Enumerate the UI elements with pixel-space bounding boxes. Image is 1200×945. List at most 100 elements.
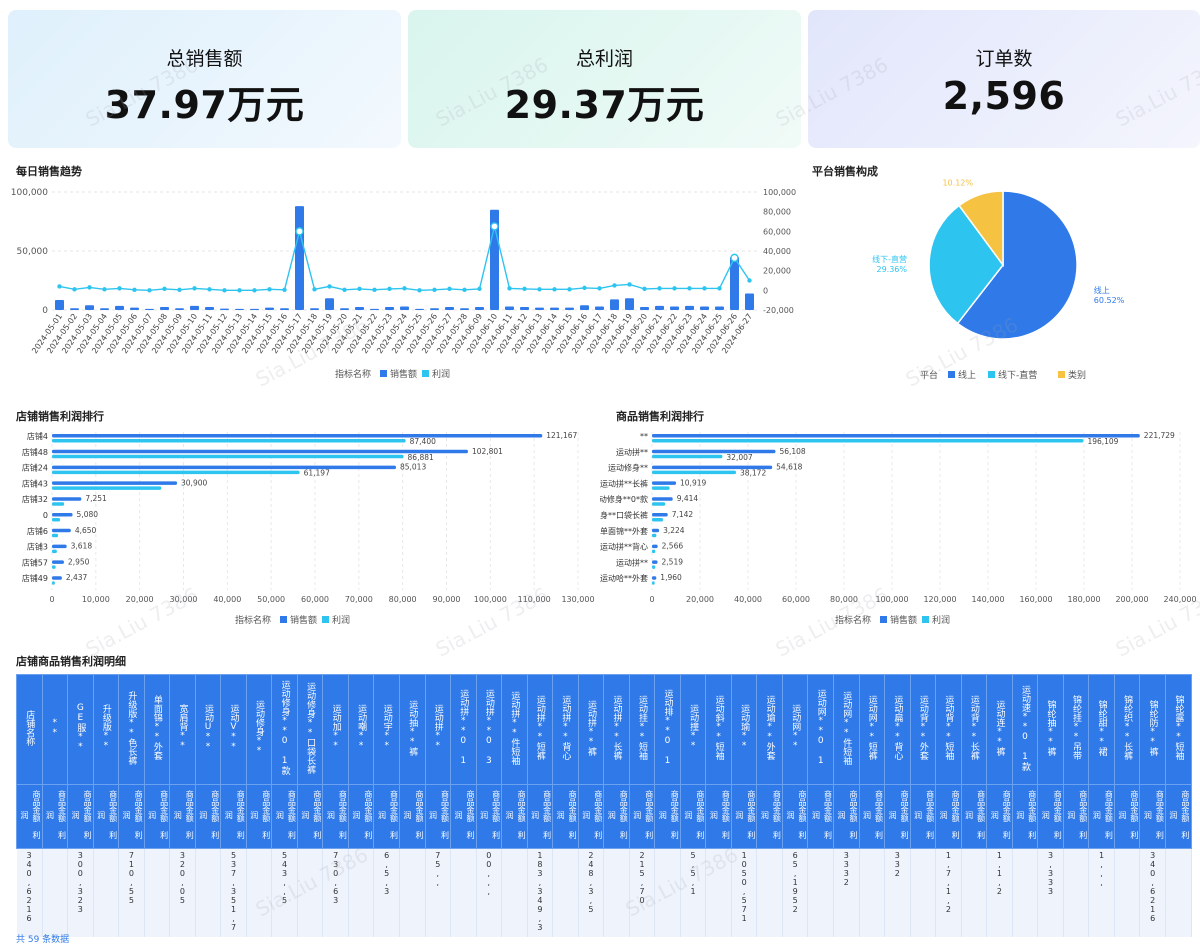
table-cell: 332: [884, 848, 911, 937]
column-header[interactable]: 运动斜**短袖: [705, 674, 732, 785]
column-header[interactable]: 运动嘲**: [347, 674, 375, 785]
subheader-label: 商品金额 利润: [1015, 790, 1037, 839]
column-header[interactable]: 运动加**: [322, 674, 349, 785]
y-tick-label: **: [640, 432, 648, 441]
column-header[interactable]: 运动拼**0 3: [475, 674, 503, 785]
column-header-label: 运动拼**0 1: [458, 689, 469, 766]
legend-swatch: [988, 371, 995, 378]
x-tick-label: 240,000: [1163, 595, 1196, 604]
column-subheader: 商品金额 利润: [143, 784, 171, 849]
legend-label-sales: 销售额: [390, 368, 417, 380]
subheader-label: 商品金额 利润: [939, 790, 961, 839]
column-header-label: 运动嘲**: [356, 704, 367, 751]
column-header[interactable]: 运动连**裤: [986, 674, 1013, 785]
sales-bar: [652, 576, 657, 580]
column-header[interactable]: 运动拼**背心: [552, 674, 579, 785]
profit-point: [672, 286, 677, 291]
column-header[interactable]: 运动瑜**外套: [756, 674, 783, 785]
subheader-label: 商品金额 利润: [964, 790, 986, 839]
legend-title: 指标名称: [835, 614, 871, 626]
sales-bar: [640, 307, 649, 310]
column-header[interactable]: 运动拼**: [424, 674, 452, 785]
column-header[interactable]: 运动背**短袖: [935, 674, 962, 785]
column-header[interactable]: 运动挂**短袖: [628, 674, 656, 785]
column-header[interactable]: 运动修身**口袋长裤: [296, 674, 324, 785]
column-subheader: 商品金额 利润: [935, 784, 962, 849]
column-header[interactable]: 运动背**长裤: [960, 674, 988, 785]
kpi-label: 总利润: [575, 48, 633, 70]
sales-bar: [670, 306, 679, 310]
column-header[interactable]: 运动修身**0 1款: [271, 674, 298, 785]
column-subheader: 商品金额 利润: [475, 784, 503, 849]
profit-point: [162, 286, 167, 292]
x-tick-label: 20,000: [126, 595, 154, 604]
profit-point: [327, 284, 332, 289]
legend-swatch-profit: [322, 616, 329, 623]
daily-trend-title: 每日销售趋势: [16, 165, 82, 178]
cell-value: 6,5,3: [382, 851, 392, 896]
column-header[interactable]: 锦纶露**短袖: [1164, 674, 1192, 785]
column-header[interactable]: 运动修身**: [245, 674, 273, 785]
column-header[interactable]: 运动排**0 1: [654, 674, 681, 785]
column-header[interactable]: 升级版**色长裤: [118, 674, 145, 785]
column-header[interactable]: 单面锦**外套: [143, 674, 171, 785]
column-header[interactable]: 运动网**短裤: [858, 674, 886, 785]
y-left-tick-label: 100,000: [11, 188, 48, 198]
daily-trend-chart[interactable]: 100,000 50,000 0 100,000 80,000 60,000 40,000 2…: [0, 178, 800, 388]
sales-bar: [340, 308, 349, 310]
sales-bar: [580, 305, 589, 310]
sales-bar: [52, 449, 468, 454]
y-tick-label: 店铺57: [22, 557, 48, 567]
column-header[interactable]: 运动V**: [220, 674, 247, 785]
column-header-label: 锦纶防**裤: [1147, 699, 1158, 756]
product-rank-chart[interactable]: 0 20,000 40,000 60,000 80,000 100,000 120,000 1…: [600, 424, 1200, 634]
sales-bar: [325, 298, 334, 310]
cell-value: 543,,5: [280, 851, 290, 905]
column-header[interactable]: 锦纶织**长裤: [1113, 674, 1141, 785]
y-right-tick-label: 40,000: [763, 247, 791, 256]
column-header[interactable]: 宽肩背**: [169, 674, 196, 785]
column-header[interactable]: 锦纶防**裤: [1139, 674, 1166, 785]
profit-point: [295, 227, 304, 236]
subheader-label: 商品金额 利润: [96, 790, 118, 839]
column-header[interactable]: 锦纶甜**裙: [1088, 674, 1115, 785]
column-header-label: 运动连**裤: [994, 699, 1005, 756]
column-header[interactable]: 运动拼**件短袖: [501, 674, 528, 785]
column-header[interactable]: 店铺名称: [16, 674, 43, 785]
column-header[interactable]: 锦纶抽**裤: [1037, 674, 1064, 785]
column-header[interactable]: 运动拼**长裤: [603, 674, 630, 785]
column-header[interactable]: GE服**: [67, 674, 94, 785]
table-cell: [910, 848, 937, 937]
sales-bar: [652, 434, 1140, 438]
x-tick-label: 0: [49, 595, 54, 604]
profit-point: [612, 283, 617, 288]
column-header[interactable]: 运动瑜**: [730, 674, 758, 785]
column-header[interactable]: 运动网**0 1: [807, 674, 834, 785]
column-header[interactable]: 运动扁**背心: [884, 674, 911, 785]
sales-bar: [220, 308, 229, 310]
profit-bar: [652, 565, 656, 569]
column-header-label: 运动瑜**外套: [764, 695, 775, 760]
column-header[interactable]: 锦纶挂**吊带: [1062, 674, 1090, 785]
column-header[interactable]: 运动网**: [781, 674, 809, 785]
y-tick-label: 运动修身**0*款: [600, 494, 648, 504]
column-header[interactable]: 运动宇**: [373, 674, 400, 785]
profit-data-label: 32,007: [726, 453, 752, 462]
column-header[interactable]: 运动速**0 1款: [1011, 674, 1039, 785]
column-header[interactable]: 运动U**: [194, 674, 222, 785]
column-header[interactable]: 运动网**件短袖: [833, 674, 860, 785]
sales-data-label: 7,142: [672, 510, 694, 519]
column-header[interactable]: 运动拼**0 1: [450, 674, 477, 785]
subheader-label: 商品金额 利润: [709, 790, 731, 839]
column-header[interactable]: 运动拼**短裤: [526, 674, 554, 785]
column-header[interactable]: 运动背**外套: [909, 674, 937, 785]
detail-table[interactable]: 店铺名称 ** GE服** 升级版** 升级版**色长裤 单面锦**外套 宽肩背** 运动U*…: [16, 674, 1192, 940]
column-header[interactable]: 运动拼**裤: [577, 674, 605, 785]
sales-bar: [595, 306, 604, 310]
store-rank-chart[interactable]: 0 10,000 20,000 30,000 40,000 50,000 60,000 70,…: [0, 424, 600, 634]
column-header[interactable]: 运动撞**: [679, 674, 707, 785]
column-header[interactable]: **: [41, 674, 69, 785]
column-header[interactable]: 运动抽**裤: [398, 674, 426, 785]
column-header[interactable]: 升级版**: [92, 674, 120, 785]
